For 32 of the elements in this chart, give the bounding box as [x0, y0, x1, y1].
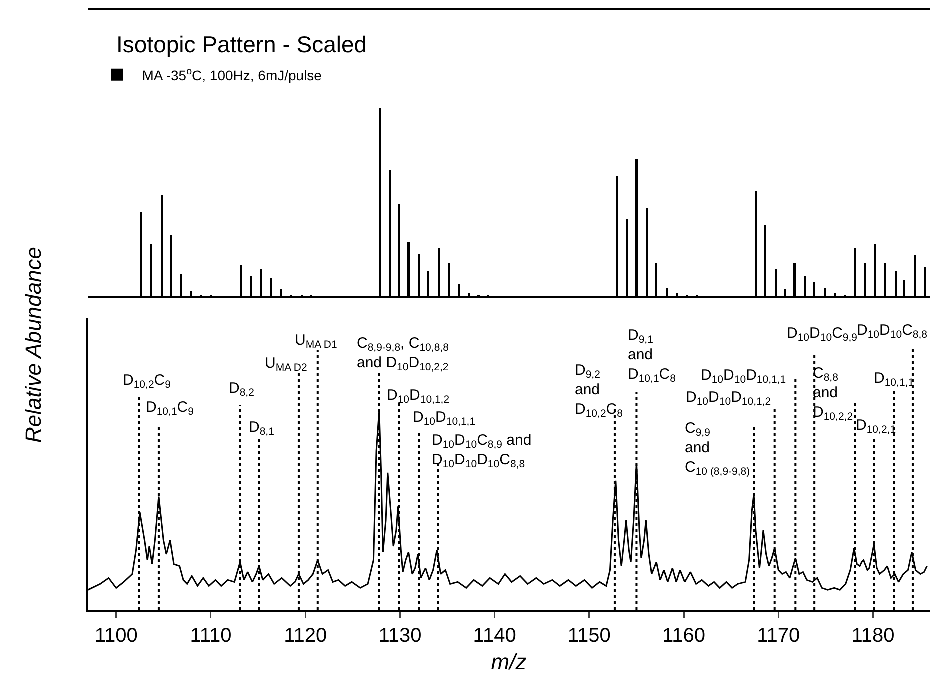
x-tick-label: 1130	[378, 625, 422, 647]
ref-line-label: D$_{10}$D$_{10,1,2}$	[387, 387, 450, 406]
text: D$_{10}$D$_{10}$C$_{8,9}$ and D$_{10}$D$_{10}$D$_{10}$C$_{8,8}$	[432, 432, 532, 471]
x-tick-label: 1150	[568, 625, 611, 647]
ref-line-label: D$_{9,1}$ and D$_{10,1}$C$_{8}$	[628, 327, 676, 386]
ref-line-label: D$_{9,2}$ and D$_{10,2}$C$_{8}$	[575, 362, 624, 420]
ref-line-label: D$_{10}$D$_{10}$D$_{10,1,1}$	[701, 367, 786, 386]
x-tick-label: 1100	[94, 625, 138, 647]
x-tick-label: 1180	[852, 625, 895, 647]
ref-line-label: D$_{8,2}$	[229, 380, 255, 400]
ref-line-label: D$_{10}$D$_{10}$C$_{8,8}$	[857, 322, 928, 342]
x-tick-label: 1160	[662, 625, 706, 647]
ref-line-label: D$_{10,1}$C$_{9}$	[146, 399, 194, 418]
chart-title: Isotopic Pattern - Scaled	[116, 32, 368, 58]
x-tick-label: 1120	[284, 625, 328, 647]
x-tick-label: 1110	[190, 625, 232, 647]
ref-line-label: D$_{10}$D$_{10}$D$_{10,1,2}$	[686, 389, 772, 408]
y-axis-title: Relative Abundance	[21, 246, 47, 444]
legend-label: MA -35$^{o}$C, 100Hz, 6mJ/pulse	[142, 66, 322, 84]
text: C$_{8,9-9,8}$, C$_{10,8,8}$ and D$_{10}$D$_{10,2,2}$	[357, 335, 449, 374]
x-tick-label: 1170	[757, 625, 800, 647]
x-tick-label: 1140	[473, 625, 516, 647]
ref-line-label: D$_{10,2}$C$_{9}$	[123, 372, 172, 392]
ref-line-label: D$_{10}$D$_{10}$C$_{9,9}$	[787, 325, 858, 344]
ref-line-label: C$_{9,9}$ and C$_{10 (8,9-9,8)}$	[685, 420, 750, 478]
ref-line-label: D$_{10}$D$_{10,1,1}$	[413, 409, 476, 428]
x-axis-title: m/z	[491, 649, 527, 674]
ref-line-label: D$_{10,1,1}$	[874, 370, 914, 390]
ref-line-label: U$_{MA D2}$	[265, 355, 308, 374]
ref-line-label: D$_{10,2,1}$	[856, 417, 896, 436]
ref-line-label: D$_{8,1}$	[249, 419, 275, 438]
ref-line-label: U$_{MA D1}$	[295, 332, 338, 352]
